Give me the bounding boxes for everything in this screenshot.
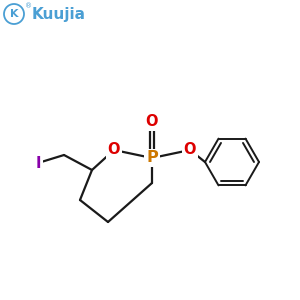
Text: Kuujia: Kuujia <box>32 7 86 22</box>
Text: O: O <box>146 115 158 130</box>
Text: P: P <box>146 151 158 166</box>
Text: K: K <box>10 9 18 19</box>
Text: I: I <box>35 155 41 170</box>
Text: ®: ® <box>25 3 32 9</box>
Text: O: O <box>184 142 196 158</box>
Text: O: O <box>108 142 120 158</box>
